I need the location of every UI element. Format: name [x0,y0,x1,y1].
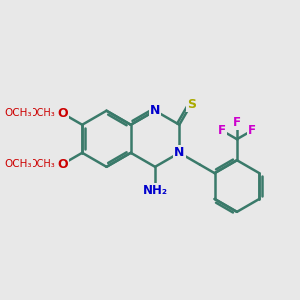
Text: F: F [248,124,256,137]
Text: N: N [174,146,184,159]
Text: OCH₃: OCH₃ [29,108,55,118]
Text: OCH₃: OCH₃ [29,159,55,169]
Text: OCH₃: OCH₃ [5,108,32,118]
Text: N: N [150,104,160,117]
Text: O: O [57,158,68,171]
Text: O: O [57,158,68,171]
Text: O: O [57,107,68,120]
Text: NH₂: NH₂ [142,184,168,197]
Text: F: F [218,124,226,137]
Text: S: S [187,98,196,111]
Text: F: F [233,116,241,129]
Text: OCH₃: OCH₃ [5,159,32,169]
Text: O: O [57,107,68,120]
